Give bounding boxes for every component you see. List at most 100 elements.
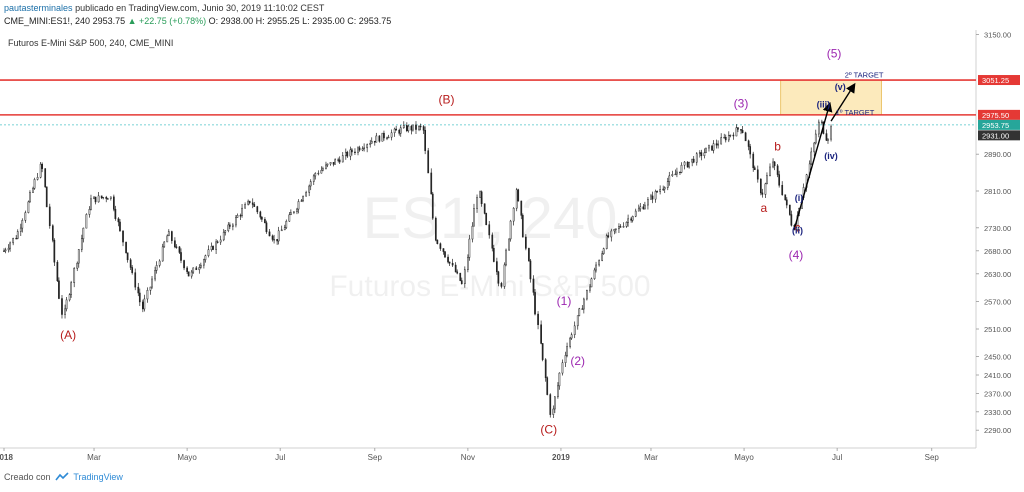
wave-label: (B) bbox=[439, 93, 455, 107]
candle-body bbox=[113, 196, 115, 210]
candle-body bbox=[479, 191, 481, 198]
wave-label: (5) bbox=[827, 47, 842, 61]
candle-body bbox=[442, 248, 445, 252]
candle-body bbox=[293, 211, 295, 213]
wave-label: (4) bbox=[789, 248, 804, 262]
candle-body bbox=[723, 136, 726, 139]
candle-body bbox=[351, 149, 353, 153]
candle-body bbox=[109, 196, 112, 199]
y-tick-label: 2570.00 bbox=[984, 297, 1011, 306]
candle-body bbox=[492, 248, 495, 262]
candle-body bbox=[529, 260, 532, 280]
candle-body bbox=[756, 169, 759, 180]
candle-body bbox=[222, 231, 225, 241]
wave-label: c bbox=[794, 220, 800, 234]
candle-body bbox=[64, 308, 66, 315]
candle-body bbox=[598, 260, 600, 266]
candle-body bbox=[712, 143, 715, 151]
candle-body bbox=[326, 163, 329, 166]
candle-body bbox=[434, 217, 437, 241]
candle-body bbox=[753, 167, 756, 171]
candle-body bbox=[456, 271, 459, 274]
candle-body bbox=[398, 129, 401, 134]
candle-body bbox=[332, 162, 335, 165]
candle-body bbox=[773, 161, 776, 167]
candle-body bbox=[244, 204, 246, 209]
candle-body bbox=[32, 188, 34, 193]
candle-body bbox=[170, 231, 173, 241]
author-link[interactable]: pautasterminales bbox=[4, 3, 73, 13]
level-price-label: 2953.75 bbox=[982, 121, 1009, 130]
candle-body bbox=[393, 128, 396, 134]
candle-body bbox=[65, 299, 68, 310]
candle-body bbox=[601, 253, 604, 261]
candle-body bbox=[27, 201, 30, 213]
candle-body bbox=[12, 237, 15, 244]
candle-body bbox=[473, 208, 475, 227]
candle-body bbox=[358, 147, 361, 151]
candle-body bbox=[586, 289, 588, 300]
candle-body bbox=[39, 163, 42, 178]
candle-body bbox=[105, 196, 108, 199]
candle-body bbox=[129, 259, 132, 268]
candle-body bbox=[735, 127, 738, 137]
candle-body bbox=[158, 260, 161, 266]
y-tick-label: 2290.00 bbox=[984, 426, 1011, 435]
candle-body bbox=[613, 229, 616, 232]
candle-body bbox=[615, 228, 617, 230]
candle-body bbox=[634, 210, 637, 217]
candle-body bbox=[126, 252, 129, 261]
candle-body bbox=[679, 171, 681, 174]
candle-body bbox=[781, 185, 784, 195]
candle-body bbox=[764, 183, 767, 195]
candle-body bbox=[308, 185, 311, 193]
candle-body bbox=[817, 121, 820, 135]
candle-body bbox=[418, 125, 420, 130]
last-price: 2953.75 bbox=[92, 16, 126, 26]
publication-line: pautasterminales publicado en TradingVie… bbox=[4, 3, 324, 13]
y-tick-label: 2810.00 bbox=[984, 187, 1011, 196]
wave-label: (1) bbox=[557, 294, 572, 308]
candle-body bbox=[785, 199, 788, 206]
candle-body bbox=[264, 219, 266, 224]
candle-body bbox=[395, 128, 398, 131]
candle-body bbox=[552, 408, 555, 415]
candle-body bbox=[431, 193, 434, 219]
candle-body bbox=[320, 169, 323, 174]
candle-body bbox=[582, 298, 585, 310]
x-tick-label: Jul bbox=[832, 453, 842, 462]
candle-body bbox=[36, 177, 39, 180]
candle-body bbox=[505, 249, 507, 266]
candle-body bbox=[680, 164, 683, 173]
candle-body bbox=[370, 140, 373, 144]
candle-body bbox=[605, 235, 608, 249]
wave-label: (i) bbox=[795, 193, 804, 203]
candle-body bbox=[485, 213, 488, 225]
candle-body bbox=[737, 127, 739, 130]
ohlc-values: O: 2938.00 H: 2955.25 L: 2935.00 C: 2953… bbox=[208, 16, 392, 26]
candle-body bbox=[314, 173, 317, 177]
candle-body bbox=[329, 162, 332, 165]
candle-body bbox=[570, 334, 573, 339]
y-tick-label: 2890.00 bbox=[984, 150, 1011, 159]
candle-body bbox=[788, 204, 791, 215]
candle-body bbox=[93, 196, 95, 200]
candle-body bbox=[448, 261, 451, 264]
candle-body bbox=[740, 129, 742, 131]
candle-body bbox=[557, 385, 559, 398]
level-price-label: 3051.25 bbox=[982, 76, 1009, 85]
candle-body bbox=[21, 220, 24, 229]
candle-body bbox=[402, 125, 405, 129]
candle-body bbox=[576, 315, 579, 327]
x-tick-label: 2018 bbox=[0, 453, 13, 462]
candle-body bbox=[119, 221, 121, 232]
candle-body bbox=[290, 212, 292, 216]
candle-body bbox=[686, 161, 689, 168]
candle-body bbox=[195, 267, 198, 271]
tradingview-brand-link[interactable]: TradingView bbox=[73, 472, 123, 482]
candle-body bbox=[447, 256, 449, 263]
candle-body bbox=[463, 269, 466, 285]
candle-body bbox=[187, 271, 190, 277]
candle-body bbox=[683, 161, 686, 166]
